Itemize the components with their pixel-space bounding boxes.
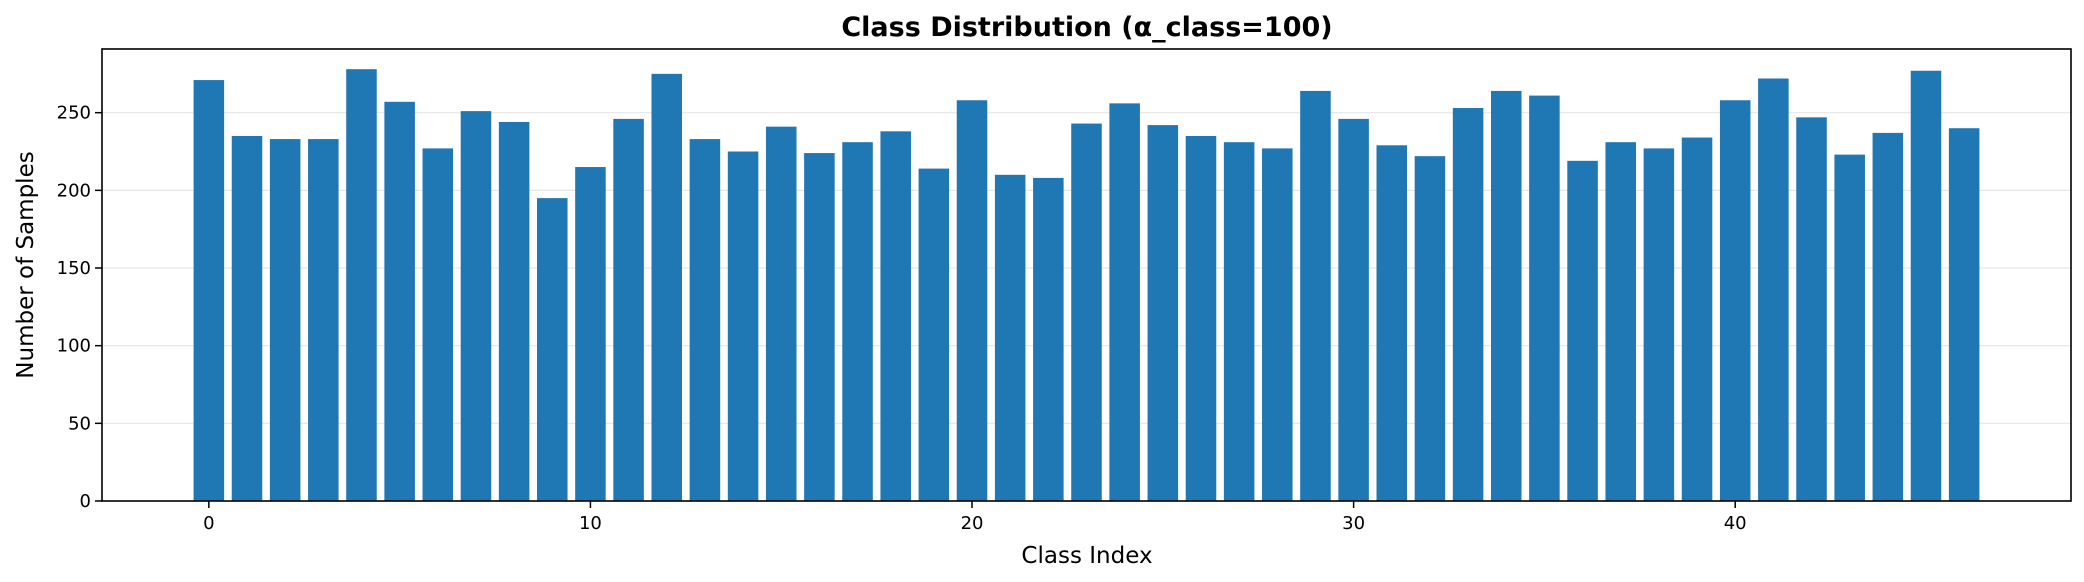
- x-axis-label: Class Index: [1021, 543, 1152, 569]
- bar-class-35: [1529, 95, 1560, 502]
- y-tick-label: 250: [57, 103, 91, 124]
- y-tick-label: 150: [57, 258, 91, 279]
- bar-class-13: [689, 139, 721, 501]
- bar-class-17: [842, 142, 873, 502]
- y-tick-label: 0: [80, 491, 91, 512]
- plot-frame: [101, 48, 2072, 502]
- bar-class-27: [1223, 142, 1255, 502]
- bar-class-46: [1948, 128, 1980, 501]
- bar-layer: [193, 69, 1980, 502]
- bar-class-22: [1033, 177, 1064, 501]
- bar-class-40: [1719, 100, 1751, 502]
- chart-title: Class Distribution (α_class=100): [841, 12, 1332, 43]
- bar-class-8: [498, 122, 530, 502]
- bar-class-16: [804, 153, 835, 501]
- bar-class-32: [1414, 156, 1446, 501]
- bar-class-11: [613, 118, 644, 501]
- bar-class-29: [1300, 90, 1331, 501]
- y-axis-label: Number of Samples: [13, 151, 39, 378]
- y-axis: 0 50 100 150 200 250: [57, 103, 102, 512]
- bar-class-3: [308, 139, 339, 501]
- bar-class-4: [346, 69, 377, 501]
- y-tick-label: 200: [57, 180, 91, 201]
- x-tick-label: 10: [579, 513, 602, 534]
- bar-class-10: [575, 167, 606, 502]
- x-tick-label: 30: [1342, 513, 1365, 534]
- bar-class-23: [1071, 123, 1102, 501]
- bar-class-12: [651, 73, 683, 501]
- x-tick-label: 0: [203, 513, 214, 534]
- bar-class-33: [1452, 108, 1484, 502]
- y-tick-label: 50: [68, 413, 91, 434]
- bar-class-34: [1490, 90, 1522, 501]
- bar-class-26: [1185, 135, 1217, 501]
- bar-class-0: [193, 80, 225, 501]
- bar-class-39: [1681, 137, 1713, 502]
- bar-class-31: [1376, 145, 1408, 501]
- bar-class-28: [1262, 148, 1293, 501]
- bar-class-1: [231, 135, 263, 501]
- bar-class-14: [727, 151, 759, 502]
- bar-class-21: [994, 174, 1026, 501]
- y-tick-label: 100: [57, 336, 91, 357]
- bar-class-44: [1872, 132, 1904, 501]
- bar-class-7: [460, 111, 492, 501]
- bar-class-25: [1147, 125, 1179, 502]
- bar-class-6: [422, 148, 454, 501]
- bar-class-19: [918, 168, 950, 501]
- bar-class-42: [1796, 117, 1827, 502]
- x-tick-label: 40: [1724, 513, 1747, 534]
- bar-class-37: [1605, 142, 1636, 502]
- bar-class-41: [1758, 78, 1789, 501]
- x-tick-label: 20: [961, 513, 984, 534]
- bar-class-38: [1643, 148, 1675, 501]
- bar-class-43: [1834, 154, 1865, 501]
- bar-class-20: [956, 100, 988, 502]
- bar-class-15: [765, 126, 797, 501]
- bar-class-36: [1567, 160, 1598, 501]
- bar-class-24: [1109, 103, 1140, 501]
- bar-class-5: [384, 101, 415, 501]
- bar-class-18: [880, 131, 911, 501]
- bar-class-45: [1910, 70, 1942, 502]
- bar-class-9: [537, 198, 568, 501]
- bar-class-2: [269, 139, 301, 501]
- bar-class-30: [1338, 118, 1369, 501]
- x-axis: 0 10 20 30 40: [203, 501, 1747, 534]
